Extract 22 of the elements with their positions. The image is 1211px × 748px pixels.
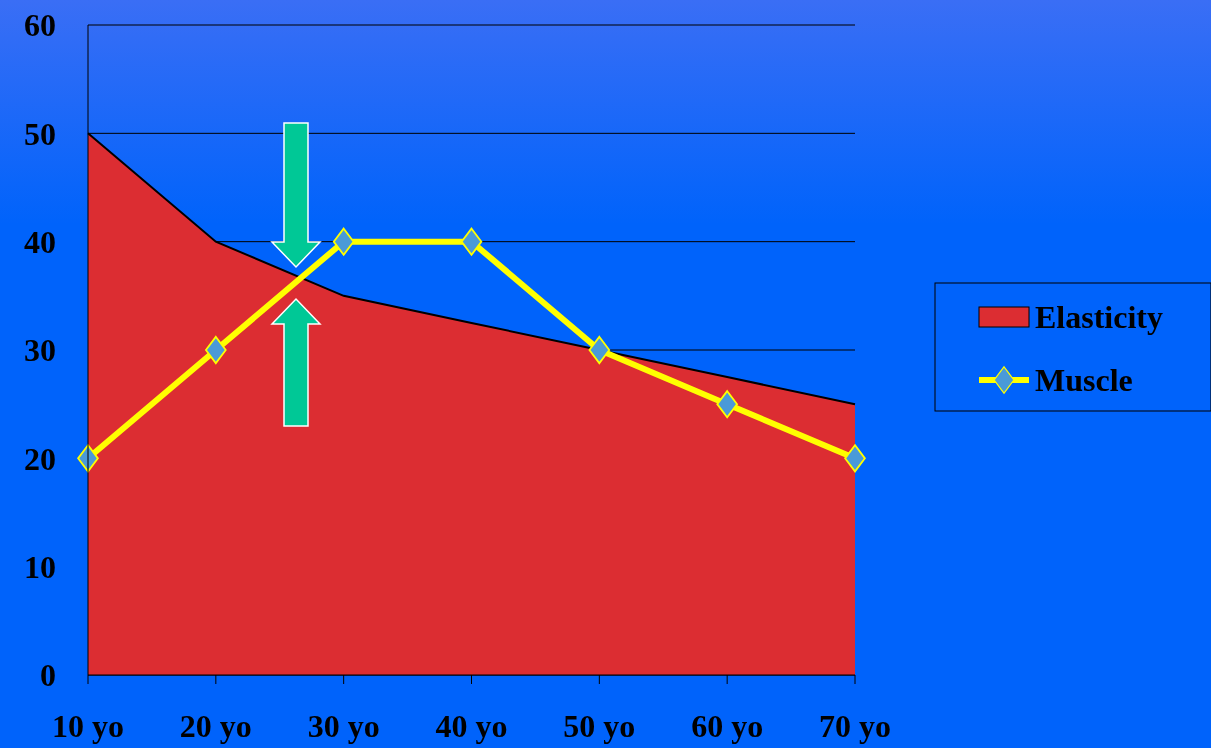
x-tick-label: 70 yo	[819, 708, 891, 744]
y-tick-label: 50	[24, 115, 56, 152]
y-tick-label: 20	[24, 440, 56, 477]
point	[716, 390, 738, 419]
y-tick-label: 40	[24, 223, 56, 260]
y-tick-label: 10	[24, 548, 56, 585]
x-tick-label: 40 yo	[435, 708, 508, 744]
x-tick-label: 60 yo	[691, 708, 764, 744]
y-tick-label: 30	[24, 332, 56, 369]
y-tick-label: 0	[40, 657, 56, 694]
point	[460, 227, 483, 256]
x-tick-label: 30 yo	[307, 708, 380, 744]
y-tick-label: 60	[24, 7, 56, 44]
point	[205, 335, 227, 365]
point	[332, 227, 355, 256]
x-tick-label: 10 yo	[52, 708, 124, 744]
point	[588, 335, 611, 365]
point	[844, 444, 866, 473]
x-tick-label: 50 yo	[563, 708, 636, 744]
x-tick-label: 20 yo	[179, 708, 252, 744]
legend-label: Elasticity	[1035, 299, 1163, 336]
legend-label: Muscle	[1035, 362, 1133, 399]
